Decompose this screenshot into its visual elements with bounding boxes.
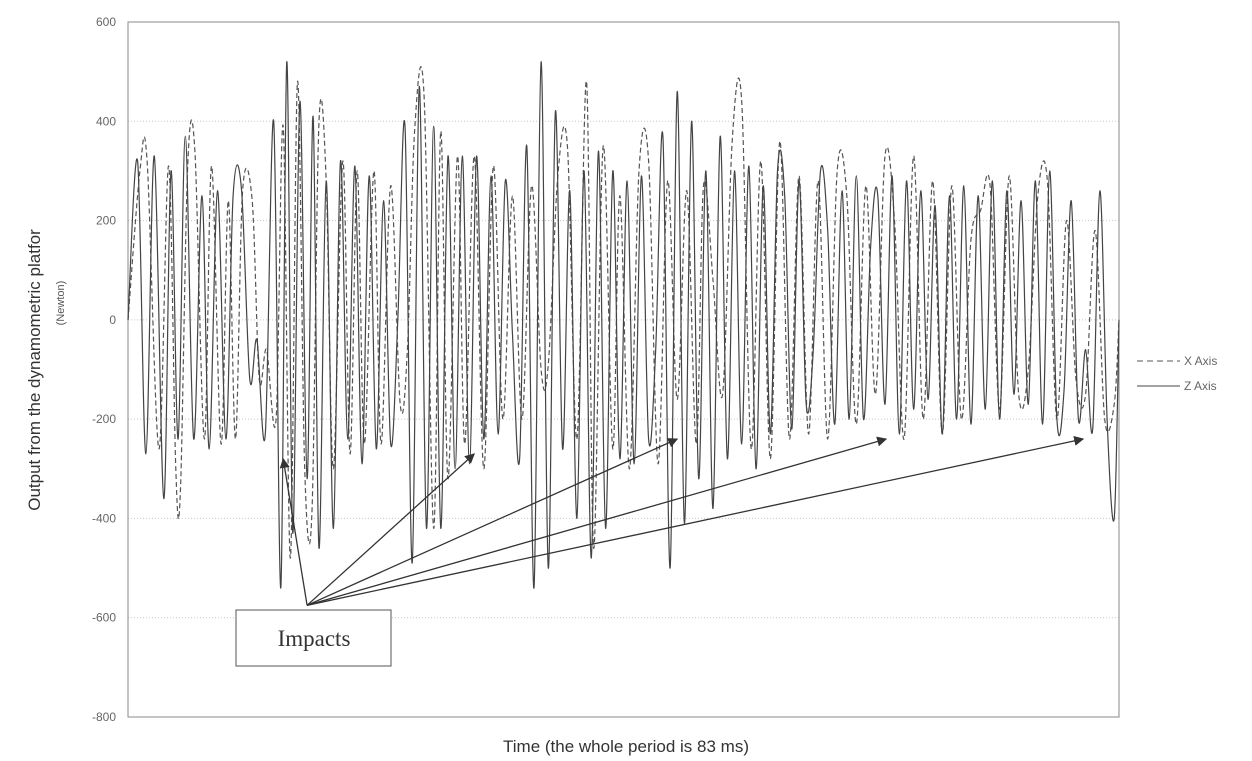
gridlines [128,120,1119,619]
y-tick-label: 0 [109,313,116,327]
y-tick-labels: 600 400 200 0 -200 -400 -600 -800 [92,15,116,724]
series-lines [127,61,1120,589]
impacts-callout-box [235,609,392,667]
impact-arrow-4 [306,436,888,606]
y-tick-label: 600 [96,15,116,29]
impact-arrow-5 [306,435,1085,606]
y-tick-label: -600 [92,611,116,625]
impact-arrows [279,435,1085,606]
y-axis-unit: (Newton) [55,281,67,326]
y-tick-label: 400 [96,114,116,128]
impact-arrow-3 [306,438,679,606]
x-axis-title: Time (the whole period is 83 ms) [503,737,749,756]
series-line-z-axis [127,61,1120,589]
plot-area-frame [127,21,1120,718]
impacts-callout-label: Impacts [278,626,351,651]
legend: X Axis Z Axis [1137,354,1217,393]
y-tick-label: -800 [92,710,116,724]
legend-label-x-axis: X Axis [1184,354,1217,368]
impact-arrow-2 [306,453,475,606]
impact-arrow-1 [279,457,308,606]
y-tick-label: 200 [96,214,116,228]
y-tick-label: -200 [92,412,116,426]
legend-label-z-axis: Z Axis [1184,379,1217,393]
y-axis-title: Output from the dynamometric platfor [25,229,44,511]
y-tick-label: -400 [92,511,116,525]
